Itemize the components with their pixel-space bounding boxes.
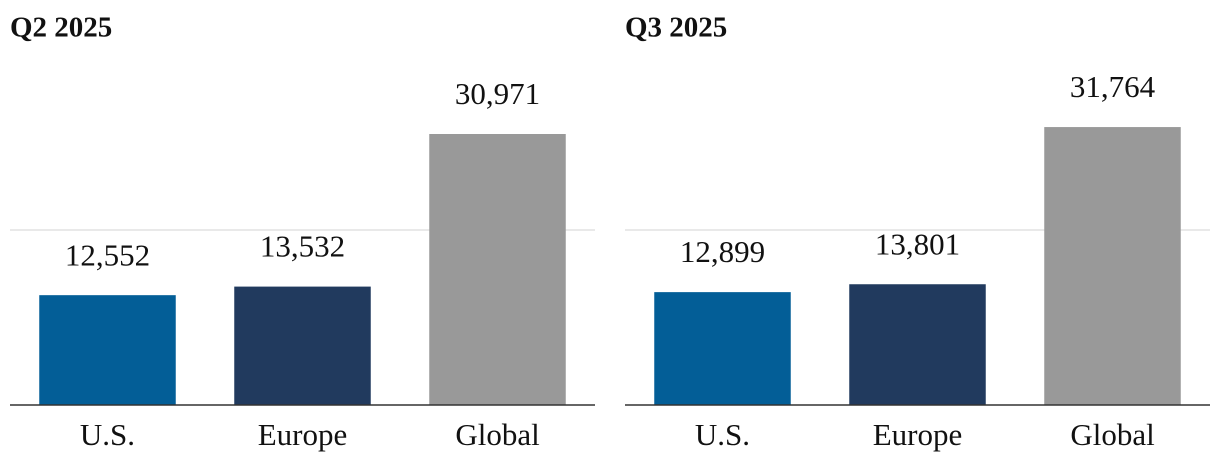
- bar: [654, 292, 791, 405]
- value-label: 12,899: [680, 234, 765, 269]
- chart-title: Q3 2025: [625, 12, 727, 44]
- x-tick-label: Global: [1070, 417, 1154, 452]
- value-label: 12,552: [65, 237, 150, 272]
- bar: [39, 295, 176, 405]
- value-label: 13,801: [875, 226, 960, 261]
- x-tick-label: Europe: [258, 417, 348, 452]
- value-label: 30,971: [455, 76, 540, 111]
- bar: [234, 286, 371, 405]
- bar: [429, 134, 566, 405]
- chart-title: Q2 2025: [10, 12, 112, 44]
- x-tick-label: Global: [455, 417, 539, 452]
- x-tick-label: U.S.: [695, 417, 750, 452]
- bar: [849, 284, 986, 405]
- x-tick-label: Europe: [873, 417, 963, 452]
- bar: [1044, 127, 1181, 405]
- x-tick-label: U.S.: [80, 417, 135, 452]
- value-label: 31,764: [1070, 69, 1156, 104]
- value-label: 13,532: [260, 229, 345, 264]
